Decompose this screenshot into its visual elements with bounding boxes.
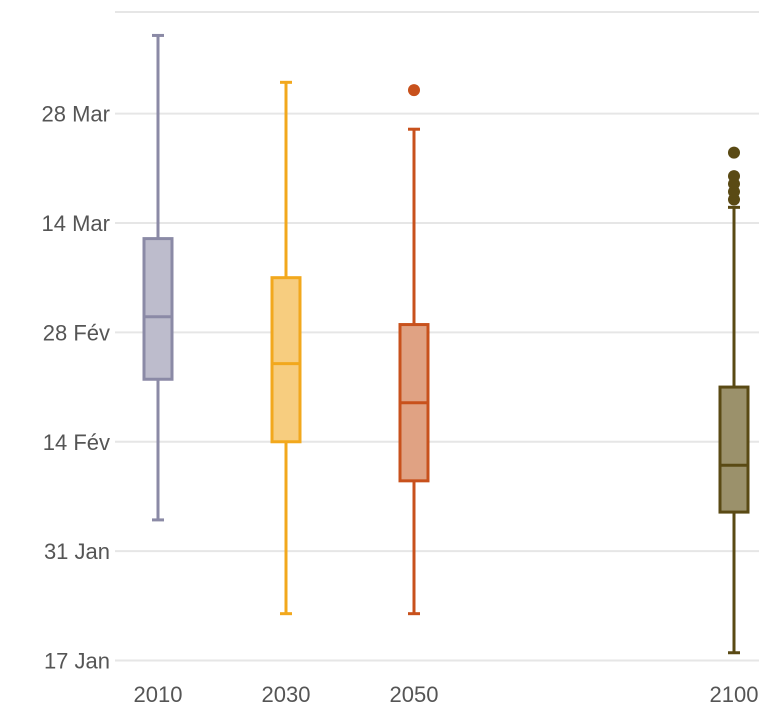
y-axis-tick-labels: 17 Jan 31 Jan 14 Fév 28 Fév 14 Mar 28 Mar [42, 102, 110, 674]
y-tick-label: 31 Jan [44, 539, 110, 564]
boxes-layer [142, 33, 750, 655]
outlier-point [728, 170, 740, 183]
x-axis-tick-labels: 2010 2030 2050 2100 [134, 682, 759, 707]
y-tick-label: 14 Fév [43, 430, 110, 455]
x-tick-label: 2030 [262, 682, 311, 707]
x-tick-label: 2010 [134, 682, 183, 707]
box-2100 [718, 146, 750, 655]
outlier-point [728, 146, 740, 159]
x-tick-label: 2050 [390, 682, 439, 707]
y-tick-label: 28 Fév [43, 320, 110, 345]
y-tick-label: 17 Jan [44, 649, 110, 674]
iqr-box [718, 385, 750, 514]
iqr-box [142, 237, 174, 381]
x-tick-label: 2100 [710, 682, 759, 707]
iqr-box [270, 276, 302, 444]
box-2030 [270, 80, 302, 616]
y-tick-label: 28 Mar [42, 102, 110, 127]
y-tick-label: 14 Mar [42, 211, 110, 236]
outlier-point [408, 84, 420, 97]
box-2050 [398, 84, 430, 616]
box-2010 [142, 33, 174, 522]
grid-lines [115, 11, 759, 662]
